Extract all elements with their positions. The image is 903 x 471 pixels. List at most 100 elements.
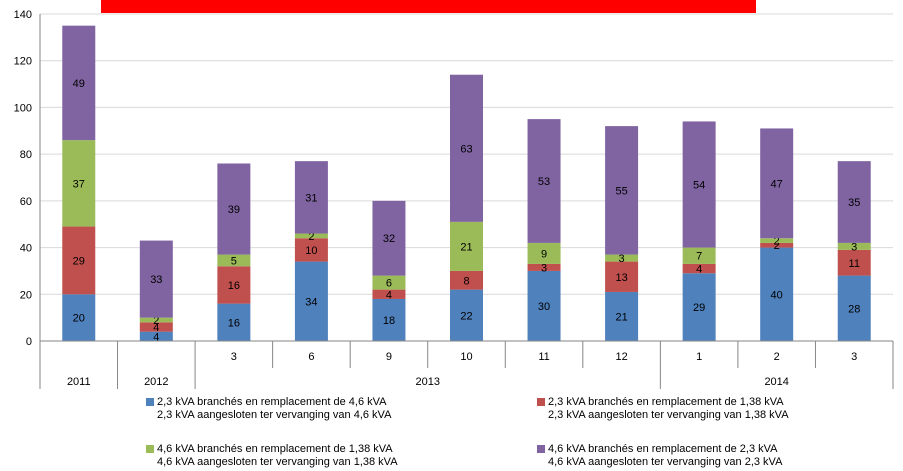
legend-label-fr: 2,3 kVA branchés en remplacement de 4,6 … (157, 396, 387, 408)
bar-segment (760, 247, 794, 341)
data-label: 8 (463, 275, 469, 287)
data-label: 11 (849, 258, 860, 270)
data-label: 35 (848, 197, 860, 209)
x-group-label: 2011 (67, 376, 91, 388)
data-label: 2 (308, 231, 314, 243)
data-label: 49 (73, 78, 85, 90)
bar-segment (760, 128, 794, 239)
bar-segment (527, 242, 561, 264)
data-label: 18 (383, 315, 395, 327)
data-label: 21 (615, 311, 627, 323)
data-label: 7 (696, 251, 702, 263)
bar-segment (682, 121, 716, 248)
legend-label-nl: 2,3 kVA aangesloten ter vervanging van 4… (157, 409, 392, 421)
data-label: 39 (228, 204, 240, 216)
bar-segment (372, 298, 406, 341)
bar-segment (527, 263, 561, 271)
data-label: 9 (541, 248, 547, 260)
bar-segment (294, 261, 328, 341)
legend-label-fr: 4,6 kVA branchés en remplacement de 1,38… (157, 443, 393, 455)
data-label: 2 (774, 236, 780, 248)
bar-segment (760, 242, 794, 248)
x-tick-label: 6 (308, 351, 314, 363)
data-label: 32 (383, 233, 395, 245)
data-label: 3 (541, 262, 547, 274)
x-tick-label: 1 (696, 351, 702, 363)
bar-segment (139, 322, 173, 332)
bar-segment (450, 74, 483, 222)
data-label: 63 (460, 143, 472, 155)
data-label: 29 (693, 302, 705, 314)
data-label: 53 (538, 176, 550, 188)
data-label: 55 (615, 185, 627, 197)
data-label: 2 (774, 240, 780, 252)
legend-swatch (146, 445, 154, 453)
bar-segment (62, 140, 96, 227)
x-tick-label: 12 (615, 351, 627, 363)
bar-segment (837, 242, 871, 250)
data-label: 2 (153, 315, 159, 327)
y-tick-label: 80 (20, 149, 32, 161)
bar-segment (760, 238, 794, 243)
y-tick-label: 100 (14, 102, 32, 114)
bar-segment (217, 266, 251, 304)
y-tick-label: 140 (14, 9, 32, 21)
bar-segment (837, 275, 871, 341)
legend-label-nl: 4,6 kVA aangesloten ter vervanging van 2… (548, 456, 783, 468)
bar-segment (605, 261, 639, 292)
data-label: 4 (386, 289, 392, 301)
legend-label-nl: 2,3 kVA aangesloten ter vervanging van 1… (548, 409, 789, 421)
x-group-label: 2014 (764, 376, 788, 388)
data-label: 33 (150, 274, 162, 286)
bar-segment (139, 240, 173, 318)
data-label: 21 (460, 241, 472, 253)
bar-segment (217, 163, 251, 255)
y-tick-label: 120 (14, 56, 32, 68)
bar-segment (450, 270, 483, 290)
data-label: 6 (386, 278, 392, 290)
data-label: 16 (228, 280, 240, 292)
bar-segment (372, 289, 406, 299)
bar-segment (605, 291, 639, 341)
x-group-label: 2012 (144, 376, 168, 388)
y-tick-label: 60 (20, 196, 32, 208)
bar-segment (527, 270, 561, 341)
bar-segment (62, 25, 96, 141)
x-tick-label: 3 (851, 351, 857, 363)
data-label: 47 (771, 178, 783, 190)
data-label: 4 (696, 264, 702, 276)
bar-segment (605, 126, 639, 255)
bar-segment (605, 254, 639, 262)
data-label: 20 (73, 313, 85, 325)
bar-segment (294, 238, 328, 262)
data-label: 4 (153, 331, 159, 343)
legend-label-fr: 2,3 kVA branchés en remplacement de 1,38… (548, 396, 784, 408)
x-tick-label: 3 (231, 351, 237, 363)
bar-segment (450, 289, 483, 341)
bar-segment (217, 303, 251, 341)
data-label: 28 (848, 303, 860, 315)
data-label: 22 (460, 310, 472, 322)
y-tick-label: 20 (20, 289, 32, 301)
data-label: 10 (305, 245, 317, 257)
bar-segment (372, 200, 406, 276)
data-label: 30 (538, 301, 550, 313)
bar-segment (139, 331, 173, 341)
legend-label-fr: 4,6 kVA branchés en remplacement de 2,3 … (548, 443, 778, 455)
data-label: 3 (851, 241, 857, 253)
x-tick-label: 9 (386, 351, 392, 363)
bar-segment (294, 233, 328, 239)
bar-segment (62, 294, 96, 341)
data-label: 4 (153, 322, 159, 334)
bar-segment (527, 119, 561, 243)
x-tick-label: 11 (538, 351, 549, 363)
data-label: 16 (228, 317, 240, 329)
bar-segment (682, 247, 716, 264)
data-label: 37 (73, 178, 85, 190)
data-label: 31 (305, 192, 317, 204)
data-label: 34 (305, 296, 317, 308)
bar-segment (450, 221, 483, 271)
legend-label-nl: 4,6 kVA aangesloten ter vervanging van 1… (157, 456, 398, 468)
